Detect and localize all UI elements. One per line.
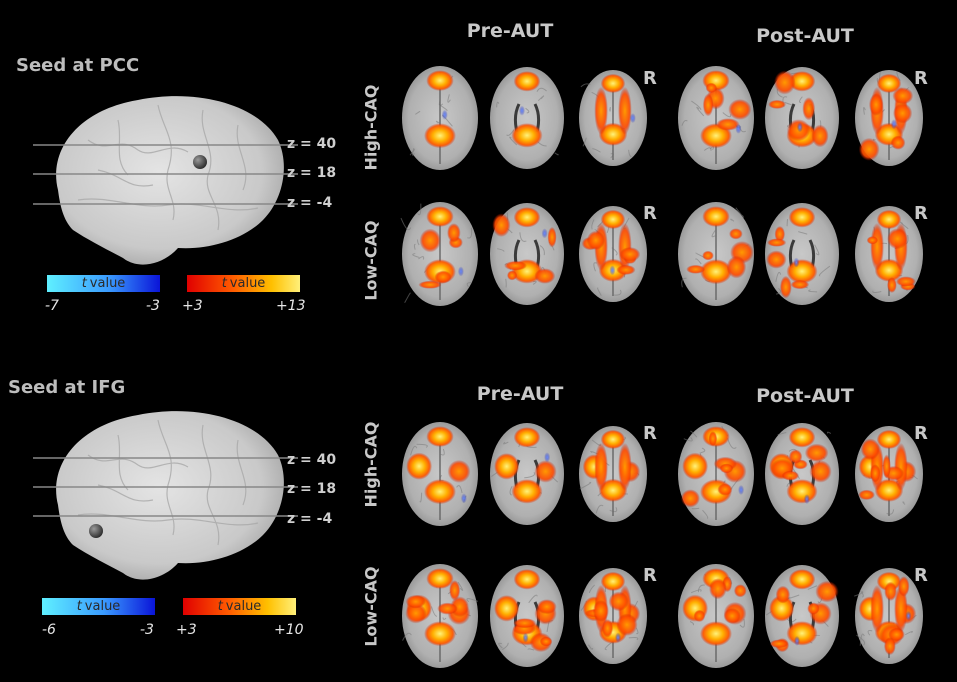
- r-marker: R: [914, 423, 928, 444]
- z-label-40: z = 40: [287, 136, 337, 152]
- r-marker: R: [643, 203, 657, 224]
- axial-slice: [678, 564, 754, 668]
- axial-slice: [765, 423, 839, 525]
- axial-slice: [579, 426, 647, 522]
- axial-slice: [678, 202, 754, 306]
- column-title-post-aut: Post-AUT: [756, 385, 854, 407]
- column-title-pre-aut: Pre-AUT: [476, 383, 564, 405]
- axial-slice: [490, 203, 564, 305]
- r-marker: R: [914, 565, 928, 586]
- axial-slice: [490, 67, 564, 169]
- row-label-low-caq: Low-CAQ: [361, 220, 381, 301]
- axial-slice: [490, 423, 564, 525]
- r-marker: R: [914, 203, 928, 224]
- colorbar-t-symbol: t: [217, 599, 223, 614]
- axial-slice: [402, 66, 478, 170]
- colorbar-t-symbol: t: [76, 599, 82, 614]
- z-label-minus4: z = -4: [287, 511, 333, 527]
- colorbar-tick-pos-min: +3: [182, 298, 203, 314]
- axial-slice: [400, 202, 478, 306]
- r-marker: R: [643, 565, 657, 586]
- z-label-minus4: z = -4: [287, 195, 333, 211]
- axial-slice: [490, 565, 564, 667]
- z-label-18: z = 18: [287, 481, 337, 497]
- colorbar-tick-pos-max: +13: [276, 298, 306, 314]
- colorbar-label: value: [89, 276, 126, 291]
- row-label-high-caq: High-CAQ: [361, 84, 381, 171]
- r-marker: R: [914, 68, 928, 89]
- colorbar-negative-pcc: t value: [47, 275, 160, 292]
- r-marker: R: [643, 68, 657, 89]
- colorbar-tick-neg-min: -7: [45, 298, 59, 314]
- axial-slice: [765, 565, 839, 667]
- axial-slice: [765, 67, 839, 169]
- colorbar-tick-neg-min: -6: [42, 622, 56, 638]
- colorbar-positive-ifg: t value: [183, 598, 296, 615]
- sagittal-brain-pcc: [28, 80, 298, 270]
- axial-slice: [579, 206, 647, 302]
- axial-slice: [855, 206, 923, 302]
- colorbar-positive-pcc: t value: [187, 275, 300, 292]
- column-title-pre-aut: Pre-AUT: [466, 20, 554, 42]
- colorbar-label: value: [84, 599, 121, 614]
- row-label-high-caq: High-CAQ: [361, 421, 381, 508]
- colorbar-tick-pos-min: +3: [176, 622, 197, 638]
- seed-title-ifg: Seed at IFG: [8, 377, 126, 398]
- axial-slice: [678, 422, 754, 526]
- colorbar-tick-neg-max: -3: [140, 622, 154, 638]
- colorbar-negative-ifg: t value: [42, 598, 155, 615]
- axial-slice: [855, 426, 923, 522]
- r-marker: R: [643, 423, 657, 444]
- axial-slice: [765, 203, 839, 305]
- axial-slice: [854, 568, 923, 664]
- axial-slice: [402, 422, 478, 526]
- axial-slice: [579, 70, 647, 166]
- axial-slice: [402, 564, 479, 668]
- axial-slice: [579, 568, 647, 664]
- axial-slice: [678, 66, 754, 170]
- z-label-18: z = 18: [287, 165, 337, 181]
- sagittal-brain-ifg: [28, 395, 298, 585]
- colorbar-t-symbol: t: [81, 276, 87, 291]
- colorbar-t-symbol: t: [221, 276, 227, 291]
- seed-title-pcc: Seed at PCC: [16, 55, 140, 76]
- z-label-40: z = 40: [287, 452, 337, 468]
- colorbar-tick-pos-max: +10: [274, 622, 304, 638]
- row-label-low-caq: Low-CAQ: [361, 566, 381, 647]
- colorbar-label: value: [229, 276, 266, 291]
- axial-slice: [855, 70, 923, 166]
- colorbar-tick-neg-max: -3: [146, 298, 160, 314]
- colorbar-label: value: [225, 599, 262, 614]
- column-title-post-aut: Post-AUT: [756, 25, 854, 47]
